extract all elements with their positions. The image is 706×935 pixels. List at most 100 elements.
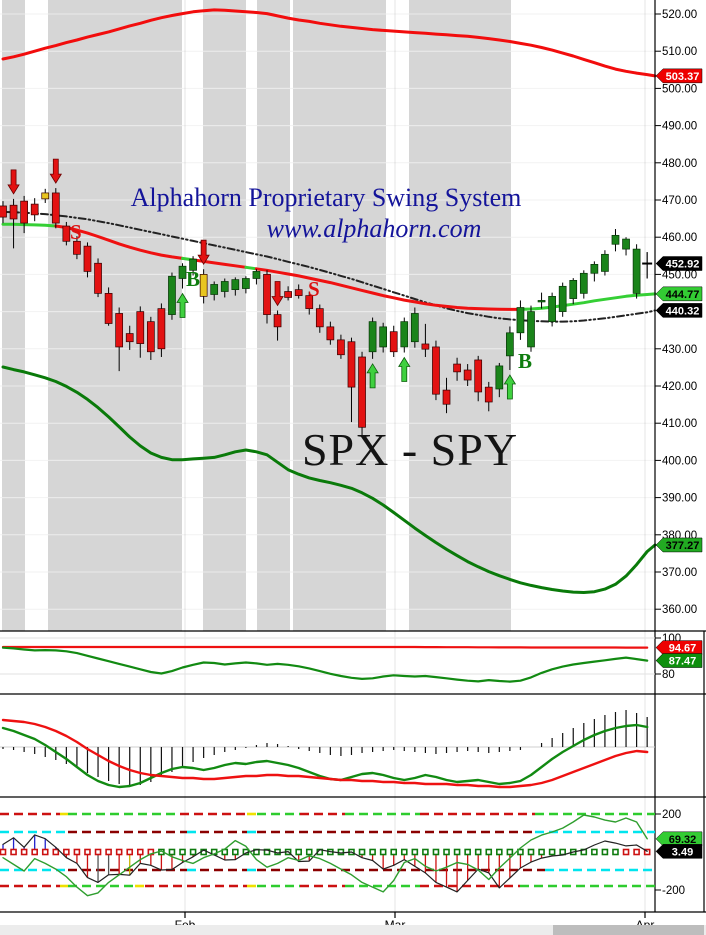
candle-body bbox=[337, 339, 345, 356]
candle-body bbox=[51, 192, 60, 224]
candle-body bbox=[601, 253, 609, 272]
zero-marker-square bbox=[73, 848, 81, 856]
candle-body bbox=[516, 307, 525, 334]
price-tag bbox=[655, 537, 703, 553]
candle-body bbox=[94, 262, 102, 294]
candle-body bbox=[484, 386, 493, 403]
zero-marker-square bbox=[126, 848, 134, 856]
zero-marker-square bbox=[232, 848, 239, 856]
zero-marker-square bbox=[358, 848, 366, 856]
candle-body bbox=[146, 321, 155, 353]
buy-arrow-icon bbox=[176, 292, 189, 318]
zero-marker-square bbox=[453, 848, 461, 856]
zero-marker-square bbox=[179, 848, 186, 856]
calendar-band bbox=[257, 0, 290, 631]
y-tick-label: 500.00 bbox=[662, 83, 697, 95]
candle-body bbox=[178, 265, 187, 279]
candle-body bbox=[590, 264, 599, 274]
horizontal-scrollbar-thumb[interactable] bbox=[553, 925, 704, 935]
zero-marker-square bbox=[94, 848, 102, 856]
swing-ma-bull bbox=[244, 265, 258, 271]
zero-marker-square bbox=[52, 848, 60, 856]
zero-marker-square bbox=[443, 848, 450, 856]
zero-marker-square bbox=[337, 848, 345, 856]
y-tick-label: 510.00 bbox=[662, 46, 697, 58]
price-tag bbox=[655, 286, 703, 302]
zero-marker-square bbox=[643, 848, 651, 856]
oscillator-slow-line bbox=[2, 834, 648, 893]
zero-marker-square bbox=[369, 848, 376, 856]
oscillator-fast-line bbox=[2, 814, 648, 897]
swing-ma-bull bbox=[518, 292, 657, 311]
calendar-band bbox=[293, 0, 386, 631]
indicator-tag-value: 69.32 bbox=[669, 834, 697, 846]
zero-marker-square bbox=[485, 848, 493, 856]
zero-marker-square bbox=[411, 848, 419, 856]
sell-arrow-icon bbox=[49, 158, 63, 184]
candle-body bbox=[9, 204, 18, 220]
candle-body bbox=[0, 205, 7, 218]
y-tick-label: 80 bbox=[662, 669, 675, 681]
candle-body bbox=[104, 293, 113, 324]
zero-marker-square bbox=[0, 848, 7, 856]
zero-marker-square bbox=[633, 848, 640, 856]
candle-body bbox=[358, 356, 366, 428]
candle-body bbox=[199, 274, 208, 297]
sell-signal-label: S bbox=[70, 220, 82, 244]
zero-marker-square bbox=[622, 848, 630, 856]
indicator-tag bbox=[655, 831, 703, 847]
sell-arrow-icon bbox=[7, 169, 20, 195]
candle-body bbox=[136, 311, 145, 344]
price-tag bbox=[655, 303, 703, 318]
candle-body bbox=[622, 238, 630, 250]
candle-body bbox=[20, 200, 28, 224]
sell-arrow-icon bbox=[271, 281, 284, 307]
zero-marker-square bbox=[84, 848, 91, 856]
zero-marker-square bbox=[612, 848, 619, 856]
candle-body bbox=[432, 346, 440, 395]
zero-marker-square bbox=[548, 848, 556, 856]
swing-ma-bear bbox=[254, 267, 522, 311]
candle-body bbox=[410, 313, 419, 343]
y-tick-label: -200 bbox=[662, 885, 685, 897]
horizontal-scrollbar-track[interactable] bbox=[0, 925, 706, 935]
candle-body bbox=[115, 313, 124, 348]
zero-marker-square bbox=[506, 848, 514, 856]
zero-marker-square bbox=[41, 848, 49, 856]
candle-body bbox=[495, 365, 504, 390]
zero-marker-square bbox=[105, 848, 112, 856]
candle-body bbox=[157, 308, 166, 350]
calendar-band bbox=[409, 0, 511, 631]
candle-body bbox=[41, 192, 50, 200]
candle-body bbox=[389, 331, 398, 353]
candle-body bbox=[30, 203, 39, 216]
lower_band-line bbox=[1, 365, 657, 594]
candle-body bbox=[231, 279, 240, 291]
y-tick-label: 450.00 bbox=[662, 269, 697, 281]
zero-marker-square bbox=[305, 848, 313, 856]
price-tag-value: 444.77 bbox=[666, 289, 700, 301]
y-tick-label: 520.00 bbox=[662, 9, 697, 21]
indicator-tag-value: 94.67 bbox=[669, 643, 697, 655]
zero-marker-square bbox=[379, 848, 387, 856]
zero-marker-square bbox=[559, 848, 566, 856]
zero-marker-square bbox=[136, 848, 144, 856]
candle-body bbox=[400, 321, 409, 348]
zero-marker-square bbox=[168, 848, 176, 856]
macd-signal-line bbox=[1, 718, 649, 789]
candle-body bbox=[273, 314, 282, 328]
candle-body bbox=[168, 275, 176, 315]
y-tick-label: 400.00 bbox=[662, 455, 697, 467]
candle-body bbox=[442, 389, 451, 405]
zero-marker-square bbox=[591, 848, 598, 856]
zero-marker-square bbox=[538, 848, 545, 856]
indicator-tag bbox=[655, 640, 703, 655]
zero-marker-square bbox=[390, 848, 398, 856]
zero-marker-square bbox=[189, 848, 197, 856]
zero-marker-square bbox=[527, 848, 535, 856]
price-tag bbox=[655, 256, 703, 271]
swing-ma-bear bbox=[54, 224, 184, 260]
y-tick-label: 420.00 bbox=[662, 381, 697, 393]
price-tag-value: 452.92 bbox=[666, 259, 700, 271]
candle-body bbox=[453, 363, 461, 373]
